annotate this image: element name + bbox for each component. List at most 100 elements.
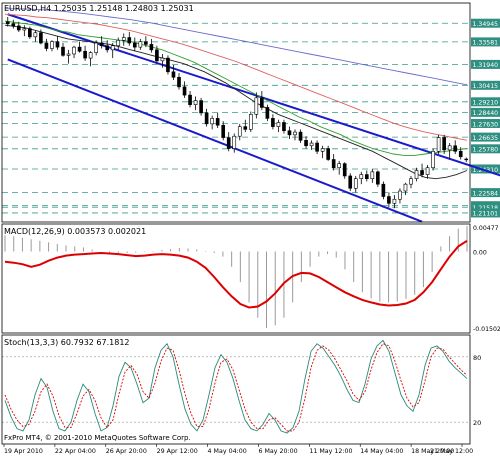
- candle-body: [320, 148, 325, 152]
- candle-body: [28, 28, 32, 38]
- candle-body: [16, 25, 21, 31]
- candle-body: [458, 150, 463, 158]
- candle-body: [232, 135, 237, 149]
- price-label-box: [471, 202, 500, 212]
- candle-body: [121, 37, 126, 41]
- candle-body: [260, 97, 264, 108]
- candle-body: [271, 118, 275, 127]
- candle-body: [265, 107, 270, 119]
- candle-body: [464, 158, 469, 161]
- price-label: 1.22584: [473, 190, 499, 197]
- macd-title: MACD(12,26,9) 0.003573 0.002021: [4, 227, 146, 236]
- time-tick-label: 6 May 20:00: [258, 448, 297, 455]
- candle-body: [243, 126, 248, 130]
- time-tick-label: 18 May 20:00: [411, 448, 454, 455]
- copyright-text: FxPro MT4, © 2001-2010 MetaQuotes Softwa…: [4, 434, 191, 442]
- candle-body: [61, 46, 65, 56]
- time-tick-label: 11 May 12:00: [309, 448, 352, 455]
- time-tick-label: 14 May 04:00: [360, 448, 403, 455]
- candle-body: [364, 174, 369, 179]
- candle-body: [188, 94, 192, 105]
- trend-channel-line: [7, 58, 423, 223]
- candle-body: [215, 118, 220, 126]
- macd-tick-label: 0.00477: [473, 225, 499, 232]
- candle-body: [193, 100, 198, 105]
- candle-body: [149, 44, 154, 51]
- candle-body: [160, 57, 165, 62]
- candle-body: [353, 178, 358, 189]
- price-label: 1.21101: [473, 211, 499, 218]
- symbol-header: EURUSD,H4 1.25035 1.25148 1.24803 1.2503…: [4, 4, 194, 13]
- price-label-box: [471, 118, 500, 128]
- macd-pane[interactable]: 0.00477 0.00 -0.01502: [4, 225, 500, 333]
- stoch-tick-label: 80: [473, 354, 481, 362]
- price-label: 1.26635: [473, 135, 499, 142]
- candle-body: [77, 46, 82, 52]
- candle-body: [66, 53, 71, 56]
- candle-body: [237, 126, 242, 137]
- price-label: 1.28440: [473, 110, 499, 117]
- candle-body: [248, 113, 253, 130]
- price-label: 1.25780: [473, 147, 499, 154]
- candle-body: [210, 118, 214, 125]
- candle-body: [425, 167, 430, 175]
- price-label: 1.27630: [473, 121, 499, 128]
- candle-body: [204, 112, 209, 125]
- candle-body: [50, 41, 54, 49]
- candle-body: [44, 42, 49, 49]
- candle-body: [72, 46, 76, 55]
- candle-body: [22, 28, 27, 31]
- price-label-box: [471, 107, 500, 117]
- candle-body: [331, 159, 336, 169]
- candle-body: [442, 137, 446, 151]
- candle-body: [5, 21, 10, 25]
- macd-signal-line: [4, 239, 468, 309]
- time-tick-label: 21 May 12:00: [430, 448, 473, 455]
- candle-body: [381, 183, 386, 197]
- macd-tick-label: -0.01502: [473, 326, 500, 333]
- price-label-box: [471, 97, 500, 107]
- candle-body: [309, 142, 314, 147]
- price-label: 1.29210: [473, 100, 499, 107]
- price-label: 1.30415: [473, 83, 499, 90]
- stoch-title: Stoch(13,3,3) 60.7932 67.1812: [4, 338, 130, 347]
- candle-body: [447, 145, 452, 151]
- price-label-box: [471, 164, 500, 174]
- candle-body: [39, 32, 43, 44]
- time-tick-label: 19 Apr 2010: [4, 448, 43, 455]
- candle-body: [254, 97, 259, 115]
- candle-body: [326, 148, 330, 160]
- stoch-signal-line: [4, 343, 468, 432]
- candle-body: [127, 37, 132, 44]
- candle-body: [287, 130, 292, 136]
- candle-body: [155, 49, 159, 62]
- moving-average-line: [5, 8, 468, 86]
- stoch-main-line: [4, 339, 468, 434]
- price-label: 1.34945: [473, 21, 499, 28]
- price-label-box: [471, 59, 500, 69]
- candle-body: [298, 131, 303, 141]
- time-tick-label: 26 Apr 20:00: [106, 448, 147, 455]
- moving-average-line: [4, 20, 468, 156]
- candle-body: [398, 190, 402, 200]
- candle-body: [348, 175, 353, 189]
- candle-body: [293, 131, 297, 136]
- stochastic-pane[interactable]: 80 20: [2, 339, 481, 434]
- candle-body: [138, 41, 143, 48]
- time-axis: 19 Apr 2010 22 Apr 04:00 26 Apr 20:00 29 Ap…: [3, 444, 473, 455]
- candle-body: [110, 45, 115, 51]
- stoch-tick-label: 20: [473, 419, 481, 427]
- candle-body: [199, 100, 203, 114]
- candle-body: [55, 41, 60, 48]
- candle-body: [105, 45, 110, 51]
- price-pane[interactable]: 1.34945 1.33581 1.31940 1.30415 1.29210 1.284…: [2, 8, 500, 223]
- candle-body: [88, 52, 93, 59]
- candle-body: [177, 76, 181, 88]
- candle-body: [33, 32, 38, 38]
- candle-body: [342, 163, 347, 177]
- moving-average-line: [4, 24, 468, 180]
- candle-body: [453, 145, 458, 152]
